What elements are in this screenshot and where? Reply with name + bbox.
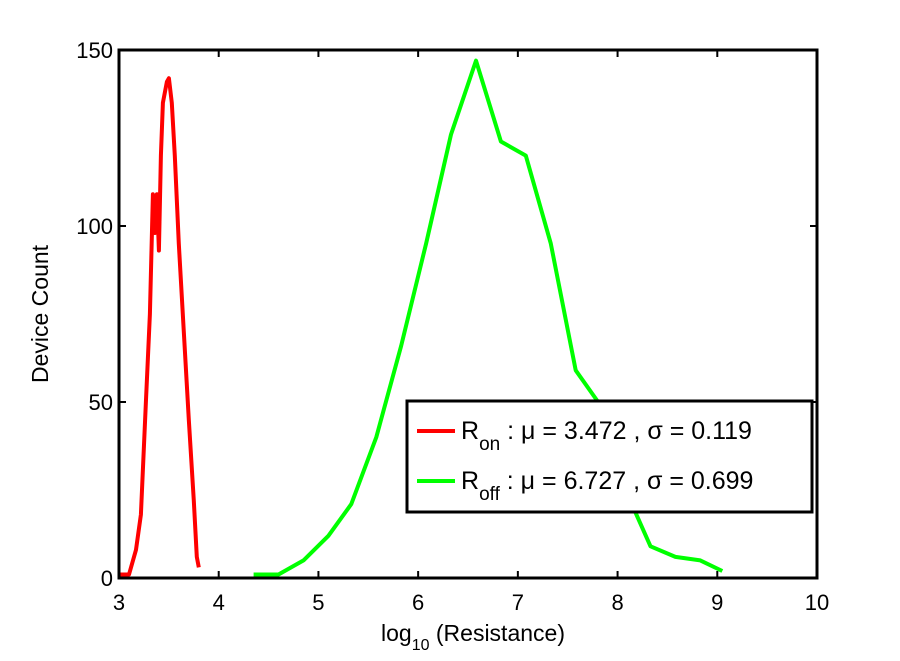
y-tick-label: 0 [101, 566, 113, 591]
legend-stats: : μ = 6.727 , σ = 0.699 [500, 467, 754, 495]
y-tick-label: 150 [76, 38, 113, 63]
legend-symbol: R [461, 417, 479, 445]
legend-subscript: on [479, 434, 500, 455]
x-axis-label: log10 (Resistance) [381, 620, 565, 654]
x-tick-label: 6 [412, 590, 424, 615]
legend-entry-off: Roff : μ = 6.727 , σ = 0.699 [461, 467, 753, 505]
x-tick-label: 4 [213, 590, 225, 615]
x-tick-label: 10 [805, 590, 829, 615]
legend-symbol: R [461, 467, 479, 495]
x-axis-label-base: log [381, 620, 412, 646]
legend-box [405, 399, 814, 514]
series-line-on [119, 76, 201, 577]
x-tick-label: 9 [711, 590, 723, 615]
x-tick-label: 3 [113, 590, 125, 615]
x-axis-label-rest: (Resistance) [430, 620, 565, 646]
x-tick-label: 5 [312, 590, 324, 615]
x-axis-label-subscript: 10 [412, 637, 430, 654]
x-tick-label: 8 [611, 590, 623, 615]
plot-frame [117, 48, 819, 580]
series-layer [119, 58, 724, 577]
y-tick-label: 50 [89, 390, 113, 415]
legend-stats: : μ = 3.472 , σ = 0.119 [500, 417, 752, 445]
legend-entry-on: Ron : μ = 3.472 , σ = 0.119 [461, 417, 752, 455]
x-tick-label: 7 [512, 590, 524, 615]
y-tick-label: 100 [76, 214, 113, 239]
y-axis-label: Device Count [27, 244, 53, 383]
series-line-off [253, 58, 724, 577]
legend-subscript: off [479, 484, 501, 505]
